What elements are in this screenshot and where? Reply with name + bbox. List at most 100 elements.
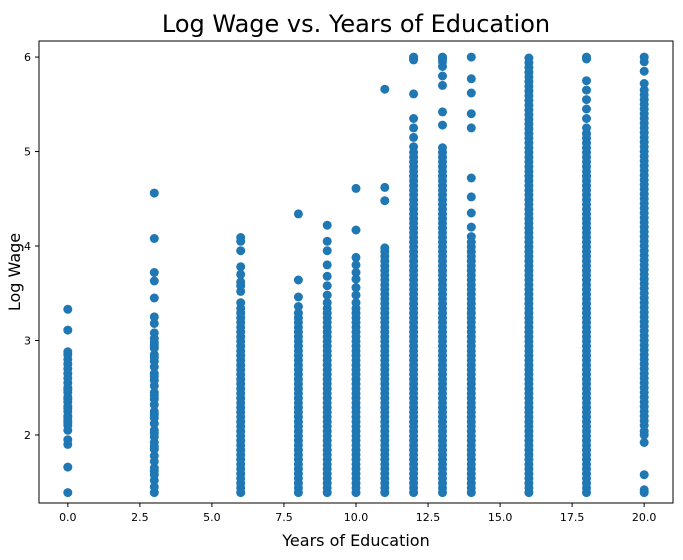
data-point xyxy=(380,182,390,192)
data-point xyxy=(466,173,476,183)
data-point xyxy=(149,466,159,476)
data-point xyxy=(63,325,73,335)
data-point xyxy=(639,470,649,480)
data-point xyxy=(149,319,159,328)
data-point xyxy=(236,281,246,291)
data-point xyxy=(293,308,303,318)
data-point xyxy=(409,142,419,152)
chart-title: Log Wage vs. Years of Education xyxy=(162,10,550,38)
y-tick-label: 6 xyxy=(24,51,31,64)
x-tick-label: 2.5 xyxy=(131,511,149,524)
data-point xyxy=(149,390,159,400)
data-point xyxy=(409,89,419,99)
data-point xyxy=(351,260,361,270)
data-point xyxy=(466,232,476,242)
x-tick-label: 20.0 xyxy=(632,511,657,524)
data-point xyxy=(582,114,591,123)
x-axis-ticks: 0.0 2.5 5.0 7.5 10.0 12.5 15.0 17.5 20.0 xyxy=(59,503,656,524)
data-point xyxy=(466,192,476,202)
x-tick-label: 15.0 xyxy=(488,511,513,524)
data-point xyxy=(149,371,159,381)
data-point xyxy=(149,268,159,277)
data-point xyxy=(351,290,361,300)
data-point xyxy=(639,79,649,88)
data-point xyxy=(466,88,476,98)
data-point xyxy=(438,80,447,90)
data-point xyxy=(63,394,73,404)
data-point xyxy=(149,293,159,303)
data-point xyxy=(351,274,361,284)
data-point xyxy=(63,462,73,472)
data-point xyxy=(322,260,332,270)
data-point xyxy=(639,430,649,440)
data-point xyxy=(322,281,332,291)
data-point xyxy=(236,269,246,279)
data-point xyxy=(63,413,73,423)
y-tick-label: 5 xyxy=(24,146,31,159)
data-point xyxy=(409,132,419,142)
y-tick-label: 3 xyxy=(24,334,31,347)
x-tick-label: 7.5 xyxy=(275,511,293,524)
data-point xyxy=(639,85,649,95)
x-tick-label: 5.0 xyxy=(203,511,221,524)
data-point xyxy=(63,347,73,357)
data-point xyxy=(639,66,649,76)
data-point xyxy=(466,208,476,218)
data-point xyxy=(438,71,447,81)
data-point xyxy=(466,52,476,62)
data-point xyxy=(438,120,447,130)
data-point xyxy=(63,488,73,498)
y-axis-ticks: 2 3 4 5 6 xyxy=(24,51,39,442)
x-tick-label: 10.0 xyxy=(344,511,369,524)
data-point xyxy=(351,283,361,293)
x-tick-label: 17.5 xyxy=(560,511,585,524)
data-point xyxy=(63,304,73,314)
data-point xyxy=(322,290,332,300)
data-point xyxy=(639,52,649,62)
data-point xyxy=(293,302,303,311)
data-point xyxy=(293,275,303,285)
data-point xyxy=(351,268,361,277)
data-point xyxy=(322,298,332,308)
data-point xyxy=(149,312,159,322)
data-point xyxy=(351,298,361,308)
data-point xyxy=(639,485,649,495)
data-point xyxy=(149,428,159,438)
data-point xyxy=(63,404,73,413)
data-point xyxy=(582,104,591,114)
data-point xyxy=(524,53,534,63)
data-point xyxy=(380,196,390,206)
data-point xyxy=(466,74,476,84)
data-point xyxy=(409,123,419,133)
data-point xyxy=(582,85,591,95)
data-point xyxy=(322,271,332,281)
data-point xyxy=(409,55,419,65)
data-point xyxy=(149,276,159,286)
data-point xyxy=(63,385,73,395)
data-point xyxy=(149,234,159,243)
data-point xyxy=(149,353,159,362)
data-point xyxy=(639,438,649,447)
y-tick-label: 2 xyxy=(24,429,31,442)
data-point xyxy=(63,425,73,435)
data-point xyxy=(438,107,447,117)
data-point xyxy=(466,109,476,119)
data-point xyxy=(293,209,303,219)
x-axis-label: Years of Education xyxy=(281,531,429,550)
data-point xyxy=(351,252,361,262)
data-point xyxy=(582,95,591,105)
data-point xyxy=(149,409,159,419)
data-point xyxy=(380,84,390,94)
y-tick-label: 4 xyxy=(24,240,31,253)
data-point xyxy=(149,451,159,461)
data-point xyxy=(149,441,159,451)
data-point xyxy=(380,243,390,253)
scatter-points xyxy=(63,52,649,498)
data-point xyxy=(293,292,303,302)
data-point xyxy=(149,188,159,198)
data-point xyxy=(236,298,246,308)
data-point xyxy=(466,222,476,232)
data-point xyxy=(351,225,361,235)
